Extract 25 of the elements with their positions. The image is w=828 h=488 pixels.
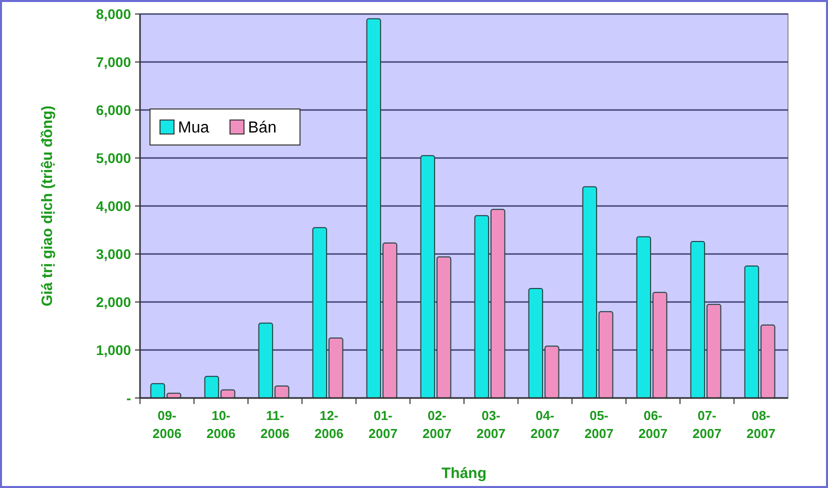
y-tick-label: 6,000 <box>96 102 132 118</box>
x-tick-label: 12-2006 <box>314 408 344 441</box>
y-tick-label: - <box>126 390 132 406</box>
x-tick-label: 11-2006 <box>260 408 290 441</box>
y-axis-title: Giá trị giao dịch (triệu đồng) <box>39 106 56 306</box>
x-tick-label: 02-2007 <box>422 408 452 441</box>
y-tick-label: 7,000 <box>96 54 132 70</box>
y-tick-label: 3,000 <box>96 246 132 262</box>
legend-label: Bán <box>248 120 276 137</box>
x-axis-title: Tháng <box>442 465 486 482</box>
legend-label: Mua <box>178 120 210 137</box>
x-tick-label: 01-2007 <box>368 408 398 441</box>
x-tick-label: 03-2007 <box>476 408 506 441</box>
x-tick-label: 06-2007 <box>638 408 668 441</box>
x-tick-label: 08-2007 <box>746 408 776 441</box>
x-tick-label: 04-2007 <box>530 408 560 441</box>
y-tick-label: 5,000 <box>96 150 132 166</box>
y-tick-label: 1,000 <box>96 342 132 358</box>
x-tick-label: 07-2007 <box>692 408 722 441</box>
x-tick-label: 09-2006 <box>152 408 182 441</box>
x-tick-label: 10-2006 <box>206 408 236 441</box>
y-tick-label: 4,000 <box>96 198 132 214</box>
x-tick-label: 05-2007 <box>584 408 614 441</box>
y-tick-label: 8,000 <box>96 6 132 22</box>
y-tick-label: 2,000 <box>96 294 132 310</box>
